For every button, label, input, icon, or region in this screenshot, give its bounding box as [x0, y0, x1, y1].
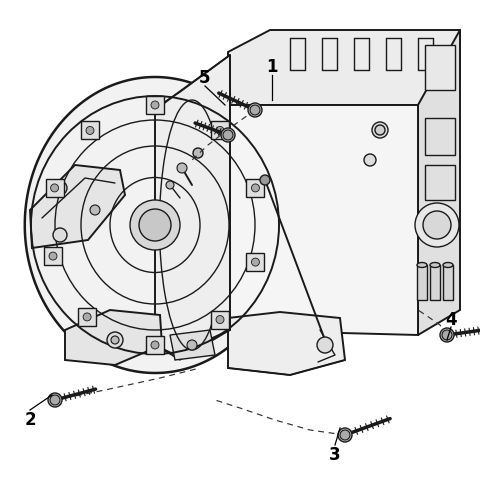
Circle shape: [248, 103, 262, 117]
Circle shape: [130, 200, 180, 250]
Polygon shape: [425, 165, 455, 200]
Polygon shape: [25, 77, 285, 373]
Circle shape: [372, 122, 388, 138]
Circle shape: [151, 341, 159, 349]
Polygon shape: [228, 30, 460, 105]
Polygon shape: [228, 312, 345, 375]
Text: 5: 5: [199, 69, 211, 87]
Circle shape: [86, 127, 94, 134]
Circle shape: [223, 130, 233, 140]
Circle shape: [250, 105, 260, 115]
Circle shape: [90, 205, 100, 215]
Circle shape: [50, 184, 59, 192]
Text: 1: 1: [266, 58, 278, 76]
Polygon shape: [170, 330, 215, 360]
Circle shape: [375, 125, 385, 135]
Ellipse shape: [417, 262, 427, 267]
Circle shape: [83, 313, 91, 321]
Polygon shape: [246, 253, 264, 271]
Polygon shape: [418, 30, 460, 335]
Circle shape: [49, 252, 57, 260]
Circle shape: [177, 163, 187, 173]
Circle shape: [193, 148, 203, 158]
Polygon shape: [211, 121, 229, 139]
Circle shape: [317, 337, 333, 353]
Polygon shape: [146, 96, 164, 114]
Text: 2: 2: [24, 411, 36, 429]
Circle shape: [338, 428, 352, 442]
Circle shape: [216, 127, 224, 134]
Polygon shape: [425, 45, 455, 90]
Circle shape: [260, 175, 270, 185]
Ellipse shape: [443, 262, 453, 267]
Polygon shape: [443, 265, 453, 300]
Circle shape: [442, 330, 452, 340]
Circle shape: [440, 328, 454, 342]
Circle shape: [166, 181, 174, 189]
Circle shape: [252, 258, 259, 266]
Polygon shape: [211, 311, 229, 329]
Polygon shape: [430, 265, 440, 300]
Ellipse shape: [430, 262, 440, 267]
Polygon shape: [78, 308, 96, 326]
Circle shape: [107, 332, 123, 348]
Polygon shape: [44, 247, 62, 265]
Circle shape: [53, 228, 67, 242]
Text: 3: 3: [329, 446, 341, 464]
Polygon shape: [65, 310, 162, 365]
Polygon shape: [30, 165, 125, 248]
Circle shape: [151, 101, 159, 109]
Circle shape: [111, 336, 119, 344]
Circle shape: [340, 430, 350, 440]
Circle shape: [252, 184, 259, 192]
Circle shape: [53, 181, 67, 195]
Circle shape: [423, 211, 451, 239]
Polygon shape: [425, 118, 455, 155]
Circle shape: [50, 395, 60, 405]
Polygon shape: [81, 121, 99, 139]
Circle shape: [364, 154, 376, 166]
Polygon shape: [417, 265, 427, 300]
Polygon shape: [155, 55, 230, 355]
Circle shape: [139, 209, 171, 241]
Polygon shape: [246, 179, 264, 197]
Polygon shape: [146, 336, 164, 354]
Circle shape: [48, 393, 62, 407]
Polygon shape: [46, 179, 63, 197]
Circle shape: [221, 128, 235, 142]
Circle shape: [187, 340, 197, 350]
Polygon shape: [228, 105, 418, 335]
Circle shape: [415, 203, 459, 247]
Text: 4: 4: [445, 311, 457, 329]
Circle shape: [216, 316, 224, 323]
